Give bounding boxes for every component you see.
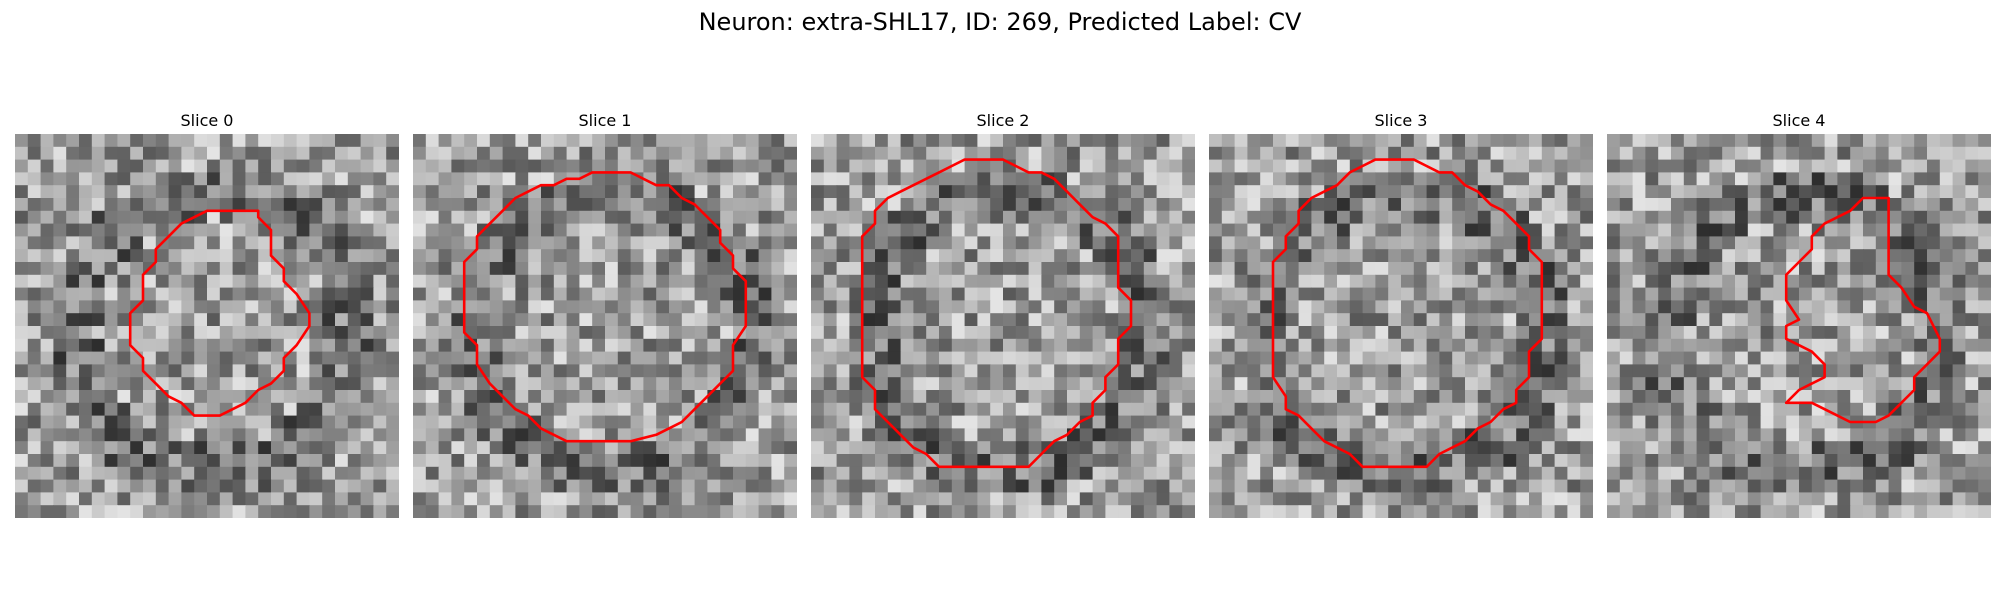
slice-image [811,134,1195,518]
slice-panel: Slice 1 [413,108,797,518]
segmentation-contour [128,209,311,417]
texture-pixels [811,134,1195,518]
texture-pixels [15,134,399,518]
slice-image [1607,134,1991,518]
slice-title: Slice 0 [180,111,234,130]
segmentation-contour [860,158,1133,469]
slice-panel: Slice 2 [811,108,1195,518]
slice-image [413,134,797,518]
segmentation-contour [462,171,748,443]
figure-title: Neuron: extra-SHL17, ID: 269, Predicted … [698,8,1302,36]
slice-title: Slice 1 [578,111,632,130]
texture-pixels [413,134,797,518]
slice-panel: Slice 3 [1209,108,1593,518]
slice-panel: Slice 0 [15,108,399,518]
segmentation-contour [1784,196,1942,424]
slice-title: Slice 2 [976,111,1030,130]
slice-title: Slice 4 [1772,111,1826,130]
slice-title: Slice 3 [1374,111,1428,130]
texture-pixels [1209,134,1593,518]
slice-image [1209,134,1593,518]
segmentation-contour [1271,158,1544,469]
slice-panel: Slice 4 [1607,108,1991,518]
texture-pixels [1607,134,1991,518]
slice-image [15,134,399,518]
